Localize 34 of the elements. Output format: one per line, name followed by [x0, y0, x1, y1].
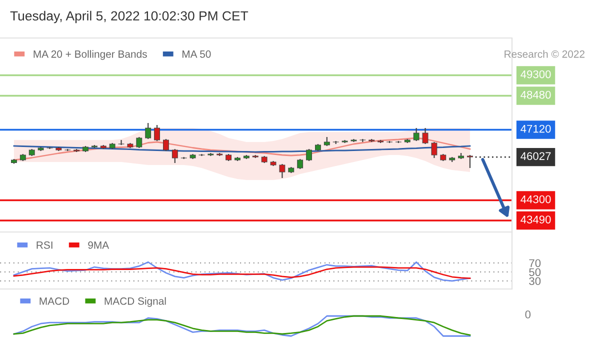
- y-tick-label: 50: [529, 268, 541, 276]
- chart-title: Tuesday, April 5, 2022 10:02:30 PM CET: [10, 10, 248, 24]
- ref-line-label: 46027: [520, 152, 551, 160]
- candlestick: [306, 148, 312, 162]
- line-series: [13, 266, 471, 279]
- candlestick: [136, 136, 142, 149]
- legend-label: MACD Signal: [104, 297, 166, 307]
- line-series: [13, 261, 471, 282]
- legend-label: MA 20 + Bollinger Bands: [34, 50, 147, 60]
- candlestick: [172, 148, 178, 164]
- legend-label: 9MA: [88, 241, 110, 249]
- candlestick: [467, 154, 473, 169]
- candlestick: [145, 122, 152, 140]
- candlestick: [324, 136, 330, 147]
- legend-label: RSI: [36, 241, 52, 249]
- legend-label: MACD: [40, 297, 70, 305]
- candlestick: [431, 141, 438, 159]
- candlestick: [163, 138, 169, 152]
- candlestick: [297, 158, 304, 170]
- text: Research © 2022: [504, 50, 584, 58]
- legend-label: MA 50: [182, 50, 211, 58]
- ref-line-label: 44300: [520, 195, 551, 204]
- candlestick: [279, 163, 286, 179]
- candlestick: [154, 124, 160, 142]
- y-tick-label: 30: [529, 277, 541, 286]
- y-tick-label: 70: [529, 259, 541, 268]
- text: 0: [525, 310, 531, 318]
- ref-line-label: 47120: [520, 124, 551, 133]
- candlestick: [422, 127, 428, 145]
- candlestick: [118, 139, 124, 146]
- ref-line-label: 49300: [520, 70, 551, 78]
- ref-line-label: 48480: [520, 90, 551, 99]
- candlestick: [413, 127, 420, 142]
- ref-line-label: 43490: [520, 216, 551, 224]
